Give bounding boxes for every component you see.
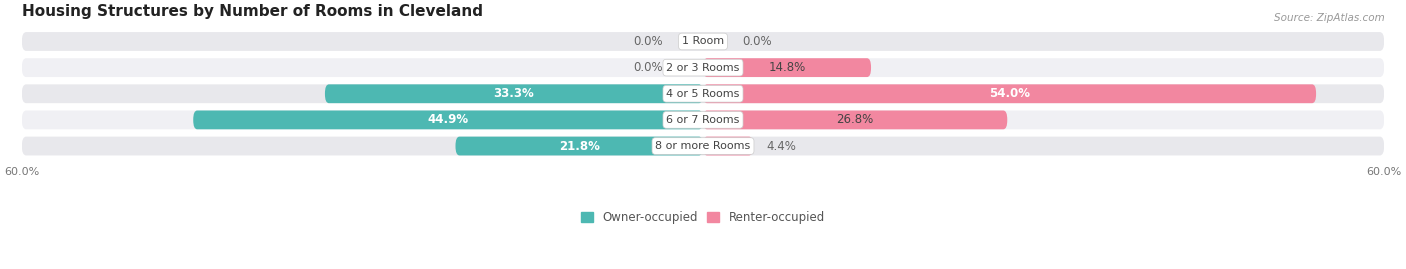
Text: 1 Room: 1 Room bbox=[682, 37, 724, 47]
Text: 44.9%: 44.9% bbox=[427, 114, 468, 126]
FancyBboxPatch shape bbox=[703, 58, 872, 77]
Text: 14.8%: 14.8% bbox=[769, 61, 806, 74]
FancyBboxPatch shape bbox=[325, 84, 703, 103]
Text: 33.3%: 33.3% bbox=[494, 87, 534, 100]
Text: 4.4%: 4.4% bbox=[766, 140, 796, 153]
FancyBboxPatch shape bbox=[21, 137, 1385, 155]
FancyBboxPatch shape bbox=[456, 137, 703, 155]
FancyBboxPatch shape bbox=[703, 137, 754, 155]
Text: 0.0%: 0.0% bbox=[742, 35, 772, 48]
Text: 6 or 7 Rooms: 6 or 7 Rooms bbox=[666, 115, 740, 125]
Text: 21.8%: 21.8% bbox=[558, 140, 600, 153]
Text: 0.0%: 0.0% bbox=[634, 61, 664, 74]
FancyBboxPatch shape bbox=[21, 84, 1385, 103]
FancyBboxPatch shape bbox=[21, 32, 1385, 51]
FancyBboxPatch shape bbox=[703, 84, 1316, 103]
Text: 8 or more Rooms: 8 or more Rooms bbox=[655, 141, 751, 151]
Text: 0.0%: 0.0% bbox=[634, 35, 664, 48]
Text: Source: ZipAtlas.com: Source: ZipAtlas.com bbox=[1274, 13, 1385, 23]
Text: 26.8%: 26.8% bbox=[837, 114, 873, 126]
Legend: Owner-occupied, Renter-occupied: Owner-occupied, Renter-occupied bbox=[576, 207, 830, 229]
FancyBboxPatch shape bbox=[193, 111, 703, 129]
Text: 54.0%: 54.0% bbox=[988, 87, 1031, 100]
FancyBboxPatch shape bbox=[21, 58, 1385, 77]
Text: 4 or 5 Rooms: 4 or 5 Rooms bbox=[666, 89, 740, 99]
FancyBboxPatch shape bbox=[21, 111, 1385, 129]
FancyBboxPatch shape bbox=[703, 111, 1007, 129]
Text: 2 or 3 Rooms: 2 or 3 Rooms bbox=[666, 63, 740, 73]
Text: Housing Structures by Number of Rooms in Cleveland: Housing Structures by Number of Rooms in… bbox=[21, 4, 482, 19]
